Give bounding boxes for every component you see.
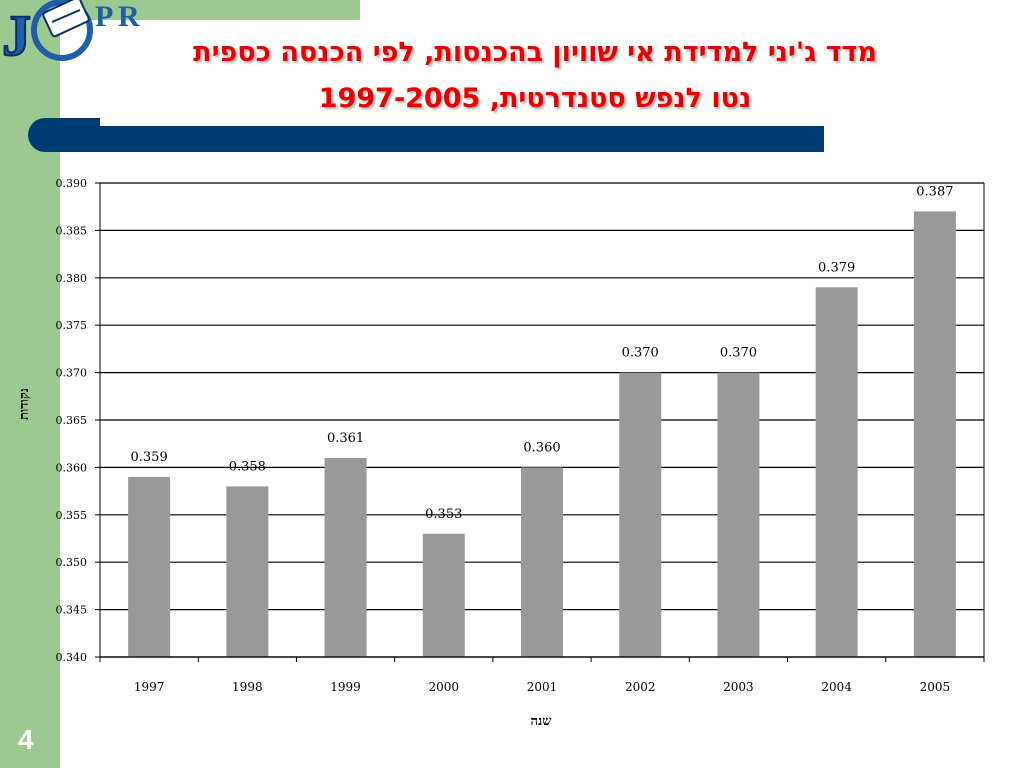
- bar-1998: [226, 486, 269, 657]
- svg-text:J: J: [2, 3, 31, 62]
- x-tick-label: 2003: [723, 680, 754, 694]
- x-tick-label: 1999: [330, 680, 361, 694]
- y-tick-label: 0.340: [56, 651, 88, 664]
- y-axis-title: נקודות: [17, 387, 32, 420]
- x-tick-label: 2002: [625, 680, 656, 694]
- y-tick-label: 0.345: [56, 604, 88, 617]
- bar-2005: [913, 211, 956, 657]
- top-strip: [60, 0, 360, 20]
- bar-layer: [128, 211, 956, 657]
- x-tick-label: 1998: [232, 680, 263, 694]
- bar-1999: [324, 457, 367, 657]
- y-tick-label: 0.375: [56, 319, 88, 332]
- label-layer: 0.359 0.358 0.361 0.353 0.360 0.370 0.370 0.379…: [131, 184, 954, 521]
- svg-text:R: R: [118, 0, 140, 33]
- jcpr-logo: J P R: [1, 0, 140, 62]
- data-label-1999: 0.361: [327, 431, 364, 446]
- y-tick-label: 0.355: [56, 509, 88, 522]
- bar-2001: [521, 467, 563, 657]
- data-label-2004: 0.379: [818, 260, 855, 275]
- y-tick-label: 0.365: [56, 414, 88, 427]
- data-label-2000: 0.353: [425, 507, 462, 522]
- y-tick-label: 0.380: [56, 272, 88, 285]
- y-tick-label: 0.360: [56, 461, 88, 474]
- data-label-2003: 0.370: [720, 346, 757, 361]
- x-tick-label: 2001: [527, 680, 558, 694]
- title-accent-bar: [28, 118, 824, 152]
- x-axis-title: שנה: [531, 714, 553, 729]
- data-label-2005: 0.387: [916, 184, 953, 199]
- x-tick-label: 2004: [821, 680, 852, 694]
- slide-number: 4: [18, 724, 34, 755]
- svg-text:P: P: [95, 0, 113, 33]
- y-tick-label: 0.370: [56, 367, 88, 380]
- x-tick-label: 2000: [429, 680, 460, 694]
- x-tick-label: 2005: [920, 680, 951, 694]
- data-label-1997: 0.359: [131, 450, 168, 465]
- data-label-2001: 0.360: [523, 440, 560, 455]
- title-line-2: נטו לנפש סטנדרטית, 1997-2005: [318, 83, 752, 114]
- bar-2004: [815, 287, 858, 657]
- data-label-2002: 0.370: [622, 346, 659, 361]
- bar-2003: [717, 372, 760, 657]
- y-tick-label: 0.350: [56, 556, 88, 569]
- bar-2000: [422, 533, 465, 657]
- y-tick-label: 0.390: [56, 177, 88, 190]
- bar-2002: [619, 372, 662, 657]
- slide-title: מדד ג'יני למדידת אי שוויון בהכנסות, לפי …: [110, 30, 960, 122]
- title-line-1: מדד ג'יני למדידת אי שוויון בהכנסות, לפי …: [193, 37, 877, 68]
- axis-layer: 0.340 0.345 0.350 0.355 0.360 0.365 0.370 0.375…: [56, 177, 985, 694]
- bar-1997: [128, 476, 171, 657]
- y-tick-label: 0.385: [56, 224, 88, 237]
- gini-bar-chart: 0.359 0.358 0.361 0.353 0.360 0.370 0.370 0.379…: [56, 177, 985, 729]
- data-label-1998: 0.358: [229, 459, 266, 474]
- x-tick-label: 1997: [134, 680, 165, 694]
